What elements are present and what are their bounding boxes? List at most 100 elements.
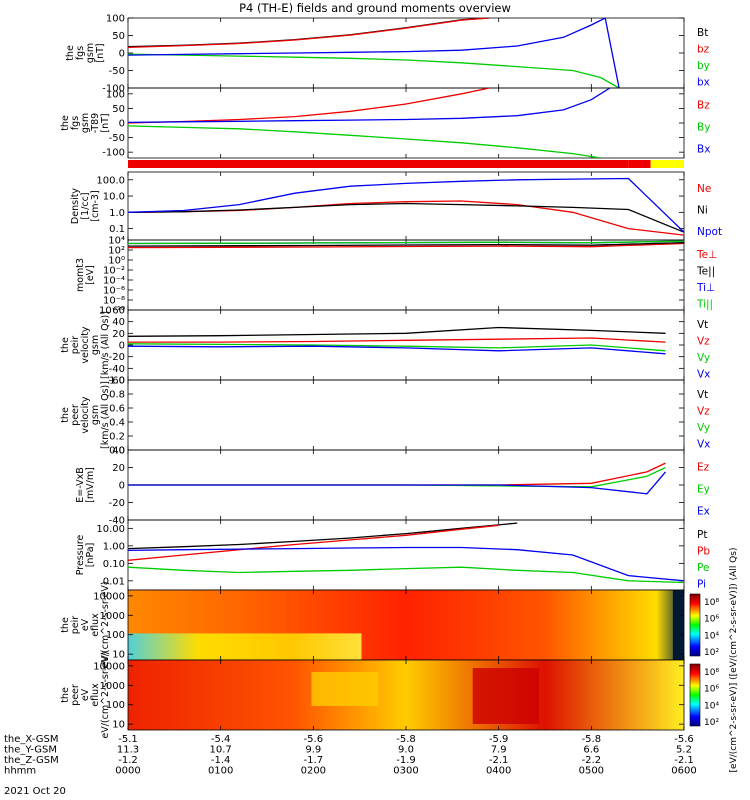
legend-label: Ey xyxy=(697,484,710,496)
legend-label: Te|| xyxy=(696,265,715,277)
legend-label: By xyxy=(697,122,710,134)
y-axis-label: momt3 xyxy=(75,258,86,292)
panel-frame xyxy=(127,239,685,311)
y-tick-label: 60 xyxy=(112,306,125,317)
y-tick-label: 1000 xyxy=(100,611,125,622)
legend-label: Vz xyxy=(697,405,710,417)
series-line-pe xyxy=(128,566,684,584)
x-tick-label: 9.0 xyxy=(398,745,414,756)
x-tick-label: -1.4 xyxy=(211,755,231,766)
date-label: 2021 Oct 20 xyxy=(4,786,66,797)
x-tick-label: 0000 xyxy=(115,766,140,777)
legend-label: Vx xyxy=(697,438,710,450)
legend-label: Ez xyxy=(697,462,710,474)
spectrogram-low-energy xyxy=(128,633,362,660)
y-axis-label: peer xyxy=(70,404,81,426)
y-axis-label: the xyxy=(60,337,71,353)
x-tick-label: 6.6 xyxy=(583,745,599,756)
panel-frame xyxy=(127,309,685,381)
series-line-vx xyxy=(128,345,666,355)
x-tick-label: -5.4 xyxy=(211,734,231,745)
y-tick-label: 100 xyxy=(106,630,125,641)
y-axis-label: the xyxy=(60,115,71,131)
y-tick-label: 100 xyxy=(106,700,125,711)
panel-frame xyxy=(127,379,685,451)
y-tick-label: 1.00 xyxy=(103,541,125,552)
y-tick-label: -40 xyxy=(109,364,125,375)
y-tick-label: 10.0 xyxy=(103,192,125,203)
y-tick-label: -50 xyxy=(109,133,125,144)
legend-label: Npot xyxy=(697,226,722,238)
x-tick-label: 0500 xyxy=(579,766,604,777)
y-tick-label: 100 xyxy=(106,89,125,100)
y-tick-label: 10 xyxy=(112,720,125,731)
legend-label: Ti⊥ xyxy=(696,282,715,294)
panel-10 xyxy=(127,659,701,731)
y-tick-label: 10.00 xyxy=(96,524,125,535)
series-line-vy xyxy=(128,343,666,352)
panel-frame xyxy=(127,87,685,159)
legend-label: Ex xyxy=(697,506,710,518)
x-axis-row-label: the_Z-GSM xyxy=(4,755,59,766)
legend-label: Vx xyxy=(697,368,710,380)
panel-frame xyxy=(127,519,685,591)
series-line-ti xyxy=(128,240,684,245)
series-line-bx xyxy=(128,88,611,124)
colorbar-tick-label: 10⁴ xyxy=(704,701,719,711)
x-tick-label: -1.9 xyxy=(396,755,416,766)
x-tick-label: -1.2 xyxy=(118,755,138,766)
y-axis-label: eV/(cm^2-s-sr-eV) xyxy=(100,651,111,738)
panel-1 xyxy=(127,17,685,89)
y-tick-label: -40 xyxy=(109,516,125,527)
y-axis-label: peir xyxy=(70,616,81,635)
legend-label: Vy xyxy=(697,352,710,364)
colorbar-tick-label: 10⁶ xyxy=(704,685,719,695)
y-tick-label: 10⁻⁶ xyxy=(103,286,125,297)
legend-label: Te⊥ xyxy=(696,249,717,261)
legend-label: Ti|| xyxy=(696,298,713,310)
text-group: P4 (TH-E) fields and ground moments over… xyxy=(4,1,739,797)
y-tick-label: 10⁴ xyxy=(108,236,125,247)
series-line-pt xyxy=(128,522,518,550)
legend-label: Pe xyxy=(697,562,709,574)
y-axis-label: [nT] xyxy=(100,113,111,132)
series-line-te xyxy=(128,241,684,247)
series-line-vt xyxy=(128,326,666,337)
y-tick-label: 10000 xyxy=(93,661,125,672)
y-tick-label: 100.0 xyxy=(96,175,125,186)
legend-label: Vt xyxy=(697,319,708,331)
status-bar-yellow xyxy=(650,160,684,168)
panel-frame xyxy=(127,171,685,241)
legend-label: Bz xyxy=(697,100,710,112)
panel-4 xyxy=(127,239,685,311)
legend-label: Pi xyxy=(697,578,706,590)
panel-3 xyxy=(127,171,685,241)
y-axis-label: -T89 xyxy=(90,113,101,133)
colorbar xyxy=(689,593,701,657)
x-tick-label: -2.2 xyxy=(582,755,602,766)
y-axis-label: gsm xyxy=(90,335,101,355)
y-tick-label: 20 xyxy=(112,329,125,340)
y-tick-label: 10⁰ xyxy=(108,256,125,267)
y-tick-label: 100 xyxy=(106,14,125,25)
legend-label: Pb xyxy=(697,545,710,557)
y-tick-label: 0 xyxy=(119,49,125,60)
x-tick-label: 10.7 xyxy=(210,745,232,756)
y-tick-label: 0 xyxy=(119,119,125,130)
spectrogram-fill xyxy=(128,660,684,730)
y-axis-label: E=-VxB xyxy=(75,467,86,502)
y-tick-label: 0 xyxy=(119,481,125,492)
x-tick-label: -5.8 xyxy=(396,734,416,745)
y-axis-label: eflux xyxy=(90,683,101,707)
series-line-by xyxy=(128,125,601,158)
panel-8 xyxy=(127,519,685,591)
series-line-pi xyxy=(128,546,684,582)
colorbar-tick-label: 10² xyxy=(704,718,719,728)
y-axis-label: [cm-3] xyxy=(90,190,101,221)
legend-label: Vy xyxy=(697,422,710,434)
legend-label: Bx xyxy=(697,144,710,156)
spectrogram-end-band xyxy=(672,590,684,660)
y-axis-label: velocity xyxy=(80,396,91,434)
series-line-bz xyxy=(128,88,490,124)
